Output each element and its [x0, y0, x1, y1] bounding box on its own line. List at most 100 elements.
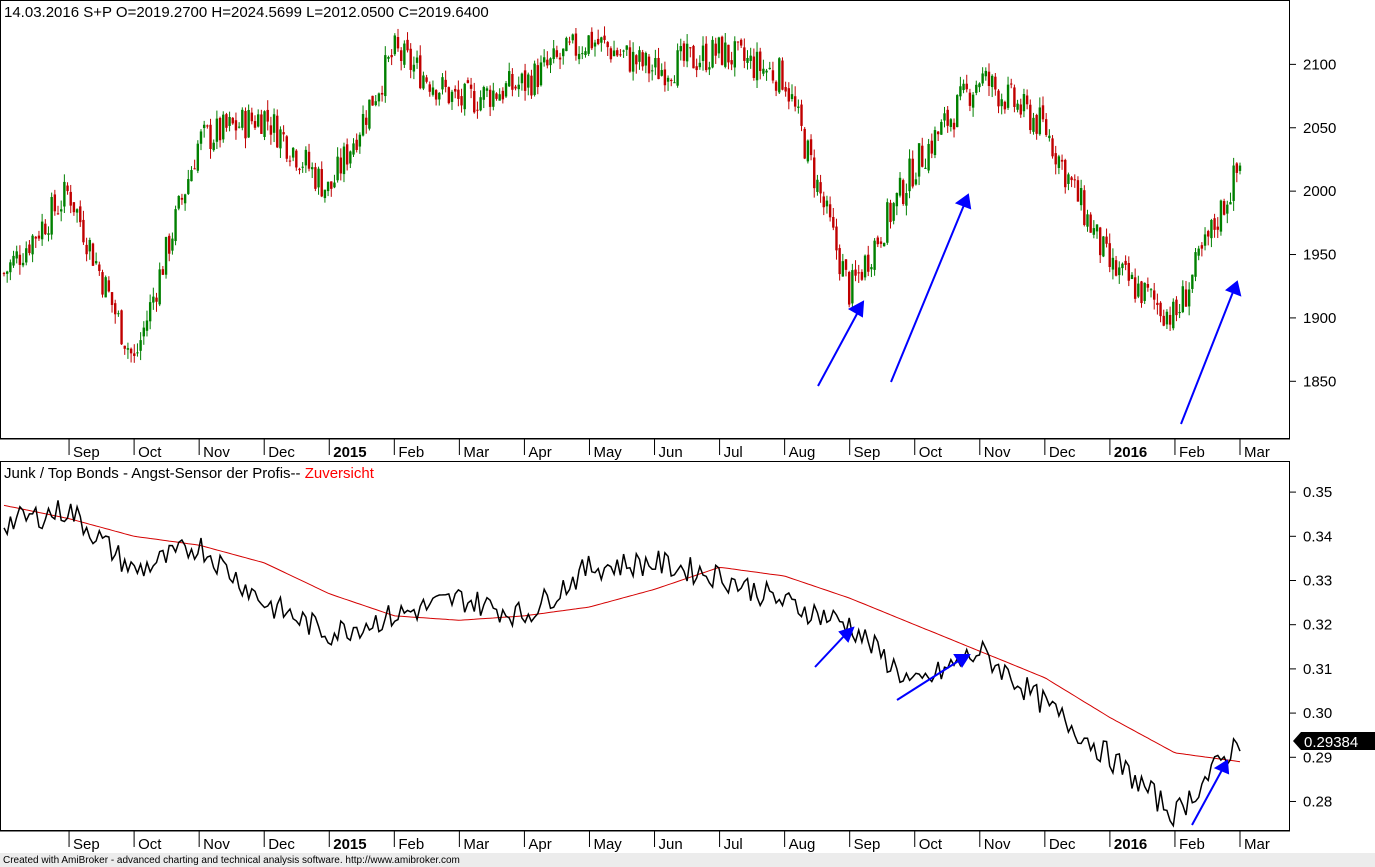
candle-body — [428, 84, 431, 92]
candle-body — [695, 66, 698, 71]
candle-body — [1016, 103, 1019, 110]
candle-body — [924, 167, 927, 169]
candle-body — [463, 83, 466, 110]
footer-bar — [0, 853, 1375, 867]
candle-body — [168, 235, 171, 254]
candle-body — [1162, 315, 1165, 326]
candle-body — [612, 50, 616, 57]
candle-body — [196, 143, 200, 171]
candle-body — [247, 109, 250, 138]
candle-body — [930, 140, 933, 154]
candle-body — [724, 42, 727, 67]
candle-body — [399, 50, 403, 62]
candle-body — [752, 56, 756, 78]
candle-body — [600, 37, 603, 43]
candle-body — [1140, 281, 1143, 304]
candle-body — [819, 182, 822, 194]
candle-body — [1159, 302, 1162, 317]
candle-body — [498, 94, 501, 101]
candle-body — [231, 117, 234, 124]
candle-body — [720, 36, 724, 65]
candle-body — [927, 143, 930, 171]
candle-body — [1213, 218, 1216, 230]
candle-body — [806, 140, 810, 162]
candle-body — [517, 84, 520, 90]
candle-body — [406, 39, 409, 51]
ind-arrow-mar — [1191, 769, 1223, 826]
ind-arrow-mar-head — [1213, 759, 1230, 775]
candle-body — [511, 73, 514, 90]
candle-body — [574, 33, 578, 56]
candle-body — [876, 237, 879, 245]
candle-body — [854, 269, 857, 276]
candle-body — [527, 74, 530, 88]
candle-body — [148, 302, 152, 322]
ind-y-tick-label: 0.31 — [1303, 661, 1332, 678]
candle-body — [28, 244, 31, 254]
candle-body — [444, 79, 447, 88]
candle-body — [298, 168, 301, 171]
candle-body — [714, 43, 717, 56]
candle-body — [676, 50, 679, 86]
candle-body — [803, 128, 806, 159]
candle-body — [1222, 201, 1226, 215]
candle-body — [851, 270, 854, 304]
candle-body — [85, 244, 88, 255]
candle-body — [692, 45, 695, 69]
candle-body — [37, 235, 41, 239]
candle-body — [911, 158, 914, 187]
candle-body — [847, 271, 851, 305]
candle-body — [501, 90, 505, 100]
candle-body — [183, 194, 187, 204]
candle-body — [914, 179, 918, 185]
candle-body — [965, 83, 968, 90]
candle-body — [352, 143, 355, 155]
candle-body — [380, 92, 384, 95]
candle-body — [460, 96, 463, 106]
candle-body — [1070, 177, 1073, 181]
candle-body — [552, 48, 555, 60]
candle-body — [981, 73, 984, 84]
candle-body — [784, 87, 787, 92]
time-axis-label: May — [593, 444, 622, 461]
candle-body — [488, 89, 492, 107]
candle-body — [1022, 93, 1026, 112]
candle-body — [174, 209, 177, 242]
candle-body — [285, 136, 288, 159]
candle-body — [746, 57, 749, 63]
candle-body — [530, 75, 533, 96]
candle-body — [1041, 105, 1045, 120]
candle-body — [898, 177, 902, 196]
time-axis-label: 2015 — [333, 836, 366, 853]
candle-body — [539, 62, 543, 86]
candle-body — [91, 243, 95, 266]
ind-y-tick-label: 0.33 — [1303, 572, 1332, 589]
time-axis-label: Feb — [1179, 836, 1205, 853]
candle-body — [69, 191, 72, 206]
candle-body — [603, 35, 606, 40]
candle-body — [234, 120, 238, 131]
candle-body — [457, 89, 460, 99]
time-axis-label: Apr — [528, 444, 551, 461]
arrow-feb-mar-head — [1225, 280, 1242, 297]
candle-body — [441, 77, 444, 90]
candle-body — [107, 280, 111, 292]
candle-body — [1181, 286, 1185, 313]
candle-body — [158, 269, 161, 305]
candle-body — [1057, 156, 1061, 168]
candle-body — [244, 110, 247, 139]
candle-body — [104, 277, 107, 298]
candle-body — [994, 76, 997, 90]
candle-body — [409, 48, 412, 70]
candle-body — [587, 35, 590, 54]
ind-arrow-oct-head — [953, 654, 971, 668]
candle-body — [933, 130, 937, 156]
candle-body — [635, 55, 638, 65]
candle-body — [863, 255, 867, 278]
candle-body — [701, 45, 705, 61]
candle-body — [422, 75, 425, 89]
candle-body — [825, 200, 829, 207]
candle-body — [1108, 243, 1111, 268]
candle-body — [180, 197, 184, 200]
candle-body — [771, 70, 775, 81]
